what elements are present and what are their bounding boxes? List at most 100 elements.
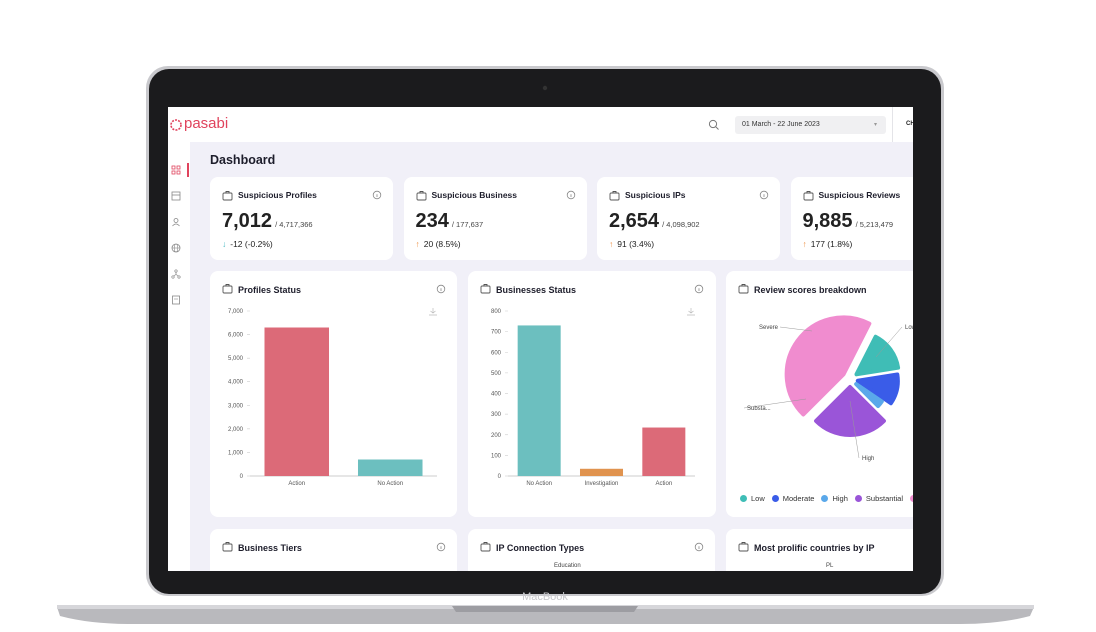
card-icon: [222, 284, 233, 294]
date-picker[interactable]: 01 March - 22 June 2023 ▾: [735, 116, 886, 134]
bar: [357, 459, 423, 476]
change-arrow: ↑: [802, 239, 807, 249]
info-icon[interactable]: [566, 190, 576, 200]
stat-change: ↓ -12 (-0.2%): [222, 239, 273, 249]
download-icon[interactable]: [429, 308, 437, 316]
slice: [814, 385, 886, 437]
stat-change: ↑ 20 (8.5%): [416, 239, 461, 249]
slice: [855, 372, 900, 406]
divider: [892, 107, 893, 142]
nav-profiles[interactable]: [171, 217, 181, 227]
info-icon[interactable]: [759, 190, 769, 200]
icon-body: [480, 543, 491, 552]
info-ring: [759, 190, 769, 200]
nav-dashboard[interactable]: [171, 165, 181, 175]
stat-total: / 4,098,902: [662, 220, 700, 229]
change-arrow: ↓: [222, 239, 227, 249]
legend-item: Severe: [910, 494, 913, 503]
stat-value: 7,012/ 4,717,366: [222, 210, 313, 233]
callout-label: Substa...: [747, 406, 771, 412]
nav-network[interactable]: [171, 269, 181, 279]
sidebar: [168, 142, 190, 571]
icon-body: [803, 192, 813, 201]
legend-item: High: [821, 494, 848, 503]
y-tick-label: 100: [491, 453, 502, 459]
nav-business[interactable]: [171, 191, 181, 201]
y-tick-label: 300: [491, 412, 502, 418]
info-icon[interactable]: [694, 542, 704, 552]
card-icon: [738, 542, 749, 552]
icon-handle: [225, 284, 230, 286]
search-icon[interactable]: [708, 119, 720, 131]
card-icon: [738, 284, 749, 294]
info-icon[interactable]: [372, 190, 382, 200]
notch: [452, 606, 638, 612]
icon-body: [738, 285, 749, 294]
card-icon: [416, 191, 426, 201]
chart-card: Review scores breakdown Severe Low Substa..…: [726, 271, 913, 517]
chart: 0 100 200 300 400 500 600 700 800 No Action Invest…: [491, 308, 695, 487]
slice: [784, 315, 872, 417]
icon-handle: [483, 284, 488, 286]
legend-label: Low: [751, 494, 765, 503]
x-tick-label: Investigation: [585, 481, 619, 487]
callout-line: [743, 398, 807, 409]
active-indicator: [187, 163, 189, 177]
x-tick-label: No Action: [377, 481, 403, 487]
stat-value: 2,654/ 4,098,902: [609, 210, 700, 233]
download-icon[interactable]: [687, 308, 695, 316]
stat-total: / 177,637: [451, 220, 484, 229]
info-icon[interactable]: [436, 284, 446, 294]
icon-handle: [806, 191, 810, 193]
caret: ▾: [874, 122, 878, 128]
legend-item: Low: [740, 494, 765, 503]
chart: Severe Low Substa... High: [743, 315, 913, 462]
legend-swatch: [854, 495, 862, 502]
camera: [542, 85, 548, 91]
legend-item: Moderate: [771, 494, 814, 503]
y-tick-label: 0: [240, 474, 244, 480]
card-title: Business Tiers: [238, 543, 302, 553]
logo-icon: [170, 119, 182, 131]
stat-card: Suspicious Profiles 7,012/ 4,717,366 ↓ -12 …: [210, 177, 393, 260]
x-tick-label: No Action: [526, 481, 552, 487]
info-icon[interactable]: [694, 284, 704, 294]
icon-body: [609, 192, 620, 201]
callout-label: Low: [905, 325, 913, 331]
legend-item: Substantial: [854, 494, 903, 503]
stat-title: Suspicious IPs: [625, 190, 686, 200]
chart-card: Profiles Status 0 1,000 2,000 3,000 4,000 5,00…: [210, 271, 457, 517]
stat-title: Suspicious Reviews: [818, 190, 901, 200]
stat-number: 7,012: [222, 210, 273, 232]
y-tick-label: 800: [491, 309, 502, 315]
stat-value: 9,885/ 5,213,479: [803, 210, 894, 233]
nav-ips[interactable]: [171, 243, 181, 253]
slice: [854, 382, 884, 409]
bar: [517, 325, 561, 476]
y-tick-label: 5,000: [228, 356, 244, 362]
info-ring: [566, 190, 575, 200]
user[interactable]: CH: [906, 121, 913, 127]
info-icon[interactable]: [436, 542, 446, 552]
legend-swatch: [821, 495, 829, 502]
info-ring: [694, 542, 704, 552]
icon-handle: [419, 191, 423, 193]
page-title: Dashboard: [210, 153, 276, 167]
nav-reviews[interactable]: [171, 295, 181, 305]
card-icon: [609, 191, 620, 201]
change-text: -12 (-0.2%): [230, 239, 273, 249]
card-icon: [480, 284, 491, 294]
bar: [579, 468, 624, 476]
snippet: PL: [826, 563, 834, 569]
legend-label: High: [832, 494, 848, 503]
chart: 0 1,000 2,000 3,000 4,000 5,000 6,000 7,000 Acti…: [228, 308, 437, 487]
header: pasabi 01 March - 22 June 2023 ▾ CH: [168, 107, 913, 142]
icon-body: [222, 543, 233, 552]
chart-title: Review scores breakdown: [754, 285, 867, 295]
info-ring: [436, 542, 446, 552]
change-text: 177 (1.8%): [810, 239, 853, 249]
bottom-card: Business Tiers: [210, 529, 457, 571]
y-tick-label: 4,000: [228, 380, 244, 386]
legend-swatch: [771, 495, 779, 502]
legend-label: Substantial: [865, 494, 903, 503]
